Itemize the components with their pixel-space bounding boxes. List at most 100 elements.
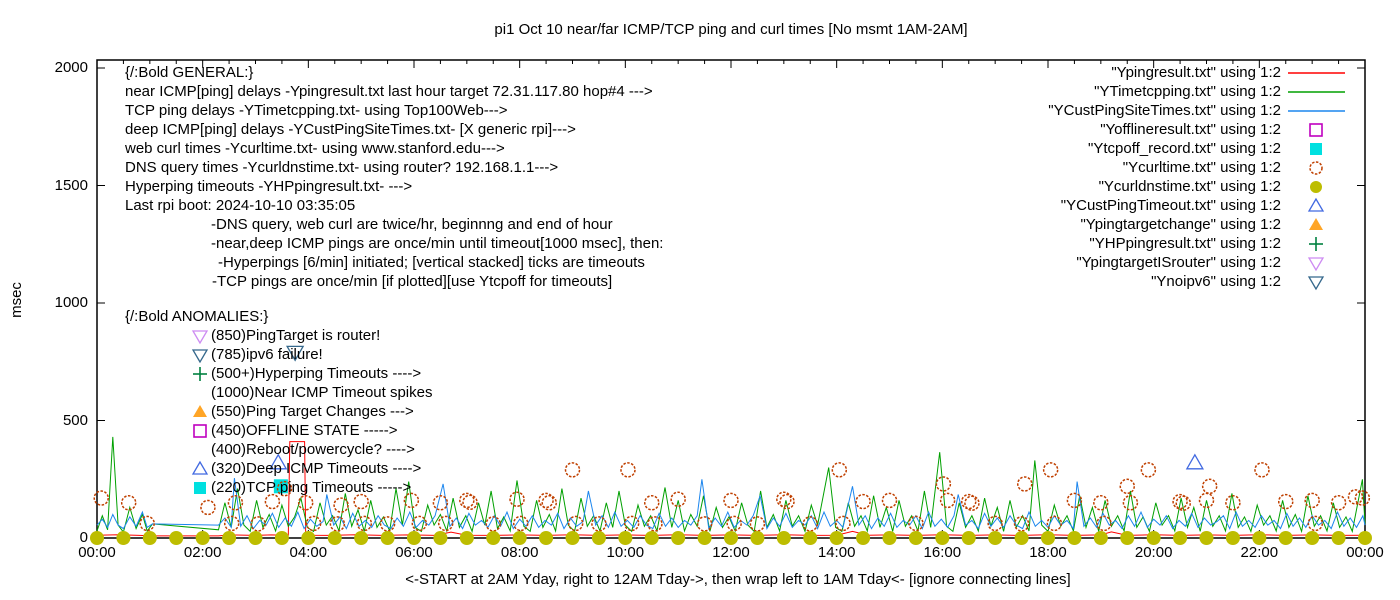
dns-circle-marker (829, 531, 844, 545)
dns-circle-marker (988, 531, 1003, 545)
annotation-general-line: DNS query times -Ycurldnstime.txt- using… (125, 159, 559, 176)
curl-circle-marker (1201, 478, 1218, 495)
x-tick-label: 20:00 (1134, 544, 1173, 561)
x-tick-label: 22:00 (1240, 544, 1279, 561)
curl-circle-marker (411, 515, 428, 532)
dns-circle-marker (407, 531, 421, 545)
curl-circle-marker (1198, 492, 1215, 509)
dns-circle-marker (116, 531, 131, 545)
dns-circle-marker (908, 531, 923, 545)
curl-circle-marker (1175, 495, 1192, 511)
curl-circle-marker (696, 516, 713, 532)
annotation-general-line: near ICMP[ping] delays -Ypingresult.txt … (125, 83, 653, 100)
down-triangle-marker (191, 349, 209, 364)
dns-circle-marker (961, 531, 976, 545)
curl-circle-marker (1013, 516, 1030, 532)
series-line-YCustPingSiteTimes.txt (96, 478, 1366, 531)
dns-circle-marker (1358, 531, 1372, 545)
curl-circle-marker (462, 494, 478, 511)
curl-circle-marker (835, 515, 851, 532)
y-tick-label: 0 (79, 529, 88, 546)
dns-circle-marker (776, 531, 791, 545)
curl-circle-marker (1093, 495, 1109, 511)
curl-circle-marker (485, 516, 501, 532)
annotation-general-line: web curl times -Ycurltime.txt- using www… (125, 140, 505, 157)
annotation-anomaly-line: (1000)Near ICMP Timeout spikes (211, 384, 433, 401)
curl-circle-marker (509, 491, 525, 507)
curl-circle-marker (1278, 493, 1294, 510)
curl-circle-marker (459, 492, 475, 509)
curl-circle-marker (432, 495, 449, 511)
annotation-general-line: -TCP pings are once/min [if plotted][use… (212, 273, 613, 290)
dns-circle-marker (750, 531, 765, 545)
curl-circle-marker (647, 516, 663, 532)
dns-circle-marker (486, 531, 501, 545)
x-tick-label: 14:00 (817, 544, 856, 561)
dns-circle-marker (697, 531, 712, 545)
curl-circle-marker (1140, 462, 1157, 478)
down-triangle-marker (286, 345, 305, 362)
annotation-general-line: deep ICMP[ping] delays -YCustPingSiteTim… (125, 121, 576, 138)
curl-circle-marker (564, 462, 581, 478)
x-tick-label: 00:00 (78, 544, 116, 561)
dns-circle-marker (433, 531, 448, 545)
dns-circle-marker (591, 531, 606, 545)
dns-circle-marker (327, 531, 342, 545)
curl-circle-marker (1330, 495, 1347, 511)
curl-circle-marker (1307, 515, 1324, 532)
dns-circle-marker (1331, 531, 1346, 545)
y-tick-label: 500 (62, 411, 88, 429)
open-triangle-marker (191, 460, 209, 475)
chart-title: pi1 Oct 10 near/far ICMP/TCP ping and cu… (494, 21, 968, 38)
open-triangle-marker (1185, 453, 1204, 470)
dns-circle-marker (1146, 531, 1161, 545)
annotation-general-line: -near,deep ICMP pings are once/min until… (211, 235, 664, 252)
dns-circle-marker (354, 531, 369, 545)
annotation-general-line: {/:Bold GENERAL:} (125, 64, 254, 81)
curl-circle-marker (264, 493, 281, 510)
dns-circle-marker (539, 531, 554, 545)
curl-circle-marker (227, 495, 244, 511)
annotation-anomaly-line: (550)Ping Target Changes ---> (211, 403, 414, 420)
dns-circle-marker (301, 531, 316, 545)
dns-circle-marker (1199, 531, 1214, 545)
down-triangle-marker (1307, 257, 1325, 272)
curl-circle-marker (1017, 476, 1033, 492)
legend-item-label: "YHPpingresult.txt" using 1:2 (1089, 235, 1281, 252)
x-tick-label: 12:00 (712, 544, 750, 561)
dns-circle-marker (1120, 531, 1135, 545)
curl-circle-marker (1096, 515, 1112, 532)
x-tick-label: 10:00 (606, 544, 645, 561)
curl-circle-marker (333, 497, 349, 513)
curl-circle-marker (1066, 492, 1083, 509)
open-triangle-marker (1307, 197, 1325, 212)
curl-circle-marker (1225, 495, 1241, 511)
curl-circle-marker (802, 516, 818, 532)
y-axis-label: msec (8, 282, 25, 318)
annotation-anomaly-line: (220)TCP ping Timeouts -----> (211, 479, 412, 496)
y-tick-label: 1500 (54, 176, 88, 194)
curl-circle-marker (541, 495, 558, 511)
dns-circle-marker (222, 531, 237, 545)
dns-circle-marker (1093, 531, 1108, 545)
dns-circle-marker (644, 531, 659, 545)
curl-circle-marker (1254, 462, 1270, 478)
curl-circle-marker (961, 493, 977, 510)
dns-circle-marker (274, 531, 289, 545)
curl-circle-marker (1304, 492, 1320, 509)
x-tick-label: 00:00 (1346, 544, 1384, 561)
dns-circle-marker (1225, 531, 1240, 545)
curl-circle-marker (1309, 161, 1323, 175)
legend-item-label: "Ytcpoff_record.txt" using 1:2 (1088, 140, 1281, 157)
dns-circle-marker (935, 531, 950, 545)
curl-circle-marker (297, 495, 314, 511)
curl-circle-marker (779, 493, 795, 510)
curl-circle-marker (855, 493, 871, 510)
curl-circle-marker (1042, 462, 1059, 478)
curl-circle-marker (200, 499, 216, 516)
annotation-general-line: Hyperping timeouts -YHPpingresult.txt- -… (125, 178, 413, 195)
curl-circle-marker (512, 515, 529, 532)
y-tick-label: 2000 (54, 59, 88, 76)
x-tick-label: 04:00 (289, 544, 328, 561)
